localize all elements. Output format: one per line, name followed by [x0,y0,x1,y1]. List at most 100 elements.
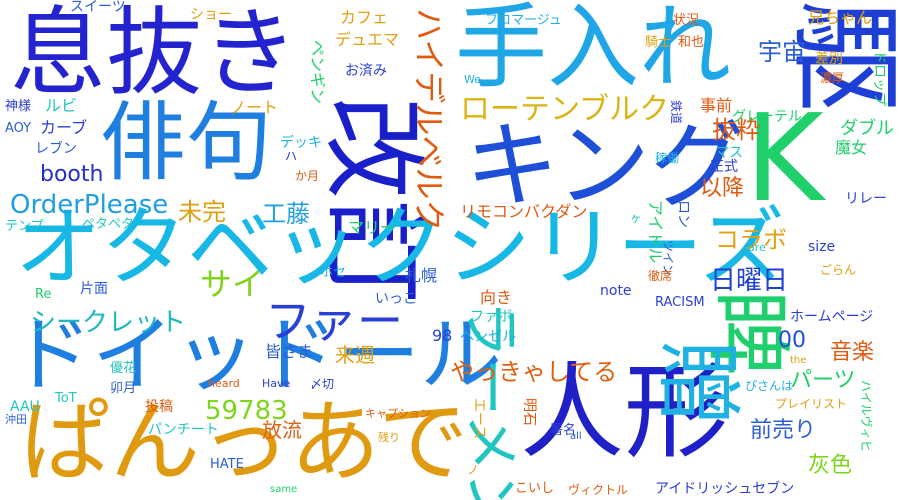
word: ロン [675,200,691,228]
word: 投稿 [145,399,173,415]
word: 鉄道 [669,100,683,125]
word: デッキ [280,135,322,151]
word: K [745,90,824,229]
word: ハ [285,149,298,163]
word: ドイッドール [10,308,503,403]
word: パーツ [790,368,856,393]
word: 濃厚 [820,71,845,85]
word: ファボ [470,309,512,325]
word: ぴさんは [745,379,794,393]
word: all [570,431,582,442]
word: 署名 [550,423,577,438]
word: 俳句 [100,93,272,193]
word: 神様 [5,99,32,114]
word: ルビ [45,96,78,115]
word: AOY [5,121,32,136]
word: 98 [432,326,453,345]
word: 未完 [178,198,226,226]
word: RACISM [655,295,705,310]
word: コラボ [715,226,787,254]
word: the [790,355,807,366]
word: 来週 [335,343,375,367]
word: プレイリスト [775,397,848,411]
word: ダブル [840,118,894,139]
word: size [808,239,836,255]
word: 息抜き [10,0,298,109]
word: 00 [778,328,806,353]
word: booth [40,162,104,187]
word: 明石 [521,398,537,426]
word: ヶ [630,211,643,225]
word: 和也 [678,35,705,50]
word: 沖田 [5,413,27,426]
word: ノ [467,463,480,477]
word: シークレット [30,308,187,338]
word: オタベックシリーズ [15,198,785,298]
word: 皆さま [265,342,314,361]
word: いっこ [375,291,417,307]
word: 前売り [750,418,817,443]
word: 手入れ [455,0,732,101]
word: ペタペタ [82,217,135,232]
word: エース [471,398,487,440]
word: 卯月 [110,381,137,396]
word: Have [262,377,291,390]
word: 音楽 [830,340,875,365]
word: 稼働 [655,151,680,165]
word: 放流 [262,418,302,442]
word: カーブ [40,118,88,137]
word: ローテンブルク [460,92,670,127]
word: 灰色 [808,453,853,478]
word: 魔女 [835,138,868,157]
word: 抜粋 [712,116,760,144]
word: グレーテル [732,109,802,125]
word: OrderPlease [10,190,169,220]
word: 兄ちゃん [808,8,873,27]
word: 宇宙 [758,38,806,66]
word: リモコンバクダン [460,202,588,221]
word: 人形 [520,351,729,473]
word: テンプ [5,219,44,234]
word: 工藤 [262,200,310,228]
word: 札幌 [405,266,438,285]
word: 残り [378,431,400,444]
word: Re [35,287,52,302]
word: HATE [210,457,244,472]
word: ヘンゼル [460,329,516,345]
word: マス [715,145,743,161]
word: 向き [480,288,513,307]
word: ヴィクトル [568,483,629,497]
word: 状況 [673,13,700,28]
word: ペンギン [308,40,327,105]
word: デュエマ [335,30,400,49]
word: ショー [190,7,232,23]
word: note [600,283,632,299]
word: ハイデルベルク [410,8,448,232]
word: やっきゃしてる [450,358,618,386]
word: キャプション [365,407,431,420]
word: ホセ [320,265,347,280]
word: heard [208,377,240,390]
word: 正式 [710,159,738,175]
word: スイーツ [70,0,126,15]
word: ハイルヴィヒ [859,380,873,452]
word: パンチート [148,422,219,438]
word: フロマージュ [485,13,562,28]
word: 片面 [80,281,108,297]
word: こいし [515,481,555,496]
word: AAU [10,399,40,415]
word: 〆切 [310,377,335,391]
word: ファー [265,294,403,348]
word: か月 [295,169,320,183]
word: ごらん [820,263,857,277]
word: 騎士 [645,35,672,50]
word: マリー [348,218,397,237]
word: 59783 [205,396,288,426]
word: 徹席 [648,269,673,283]
word: キング [465,112,745,221]
word: We [464,73,481,86]
word: 以降 [700,176,745,201]
word: 優花 [110,361,137,376]
word: ノート [230,98,279,117]
word: 日曜日 [710,266,789,296]
